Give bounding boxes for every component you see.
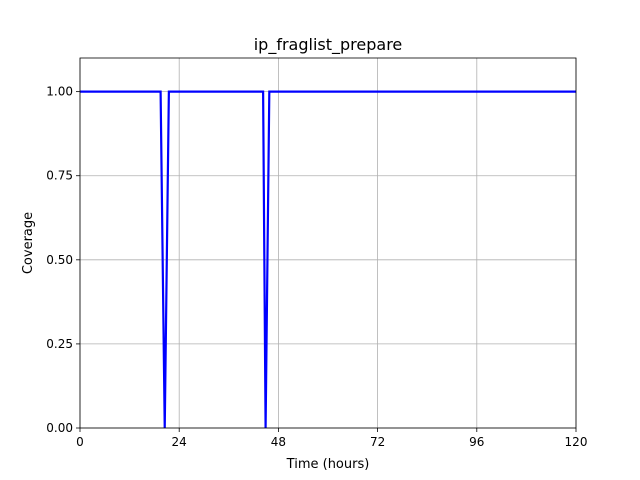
x-tick-label: 24: [172, 435, 187, 449]
plot-frame: [79, 57, 577, 429]
x-axis-label: Time (hours): [286, 457, 370, 472]
x-tick-label: 48: [271, 435, 286, 449]
x-tick-label: 72: [370, 435, 385, 449]
x-tick-label: 96: [469, 435, 484, 449]
series-line-coverage: [80, 90, 576, 429]
x-tick-label: 120: [565, 435, 588, 449]
x-tick-label: 0: [76, 435, 84, 449]
y-tick-label: 0.75: [46, 169, 73, 183]
grid: [79, 58, 577, 429]
x-axis-ticks: 0 24 48 72 96 120: [76, 428, 587, 449]
y-tick-label: 0.25: [46, 337, 73, 351]
series-layer: [80, 90, 576, 429]
y-axis-ticks: 0.00 0.25 0.50 0.75 1.00: [46, 85, 80, 435]
y-tick-label: 1.00: [46, 85, 73, 99]
y-tick-label: 0.00: [46, 421, 73, 435]
y-tick-label: 0.50: [46, 253, 73, 267]
y-axis-label: Coverage: [21, 212, 36, 274]
chart-title: ip_fraglist_prepare: [254, 35, 403, 55]
